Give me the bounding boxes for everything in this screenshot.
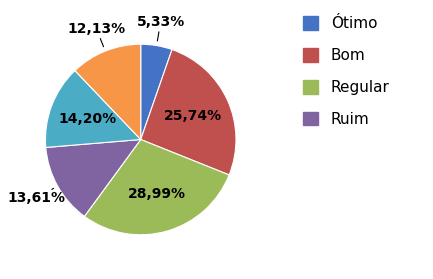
Wedge shape (84, 140, 229, 235)
Wedge shape (46, 140, 141, 216)
Text: 12,13%: 12,13% (68, 22, 126, 47)
Text: 5,33%: 5,33% (136, 15, 185, 41)
Wedge shape (141, 44, 172, 140)
Text: 25,74%: 25,74% (164, 109, 222, 123)
Wedge shape (75, 44, 141, 140)
Text: 28,99%: 28,99% (127, 187, 185, 201)
Legend: Ótimo, Bom, Regular, Ruim: Ótimo, Bom, Regular, Ruim (303, 16, 390, 127)
Wedge shape (141, 50, 236, 175)
Text: 14,20%: 14,20% (58, 112, 116, 126)
Wedge shape (45, 71, 141, 147)
Text: 13,61%: 13,61% (8, 188, 66, 205)
